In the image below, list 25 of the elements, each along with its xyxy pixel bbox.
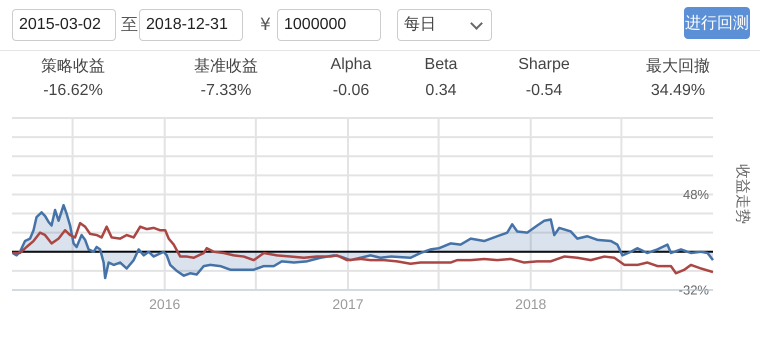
text: 每日 — [397, 9, 492, 41]
text: Alpha — [330, 56, 372, 74]
text: Sharpe — [517, 56, 571, 74]
text: 至 — [121, 14, 138, 37]
text: 最大回撤 — [645, 56, 711, 77]
line-series — [11, 222, 714, 275]
text: 进行回测 — [684, 7, 750, 39]
text: Beta — [424, 56, 458, 74]
text: 2015-03-02 — [12, 9, 116, 41]
text: -16.62% — [42, 82, 104, 100]
x-tick-label: 2016 — [149, 296, 180, 312]
x-tick-label: 2017 — [332, 296, 364, 312]
text: 1000000 — [277, 9, 381, 41]
y-axis-title: 收益走势 — [734, 164, 752, 224]
text: 策略收益 — [40, 57, 106, 77]
text: 基准收益 — [193, 56, 259, 77]
text: ¥ — [260, 14, 271, 37]
text: 34.49% — [650, 82, 706, 100]
text: -0.06 — [332, 82, 370, 100]
text: 0.34 — [424, 82, 458, 100]
text: -7.33% — [200, 82, 252, 100]
text: -0.54 — [524, 82, 564, 100]
x-tick-label: 2018 — [515, 296, 547, 312]
y-tick-label: 48% — [682, 186, 710, 202]
text: 2018-12-31 — [139, 9, 243, 41]
